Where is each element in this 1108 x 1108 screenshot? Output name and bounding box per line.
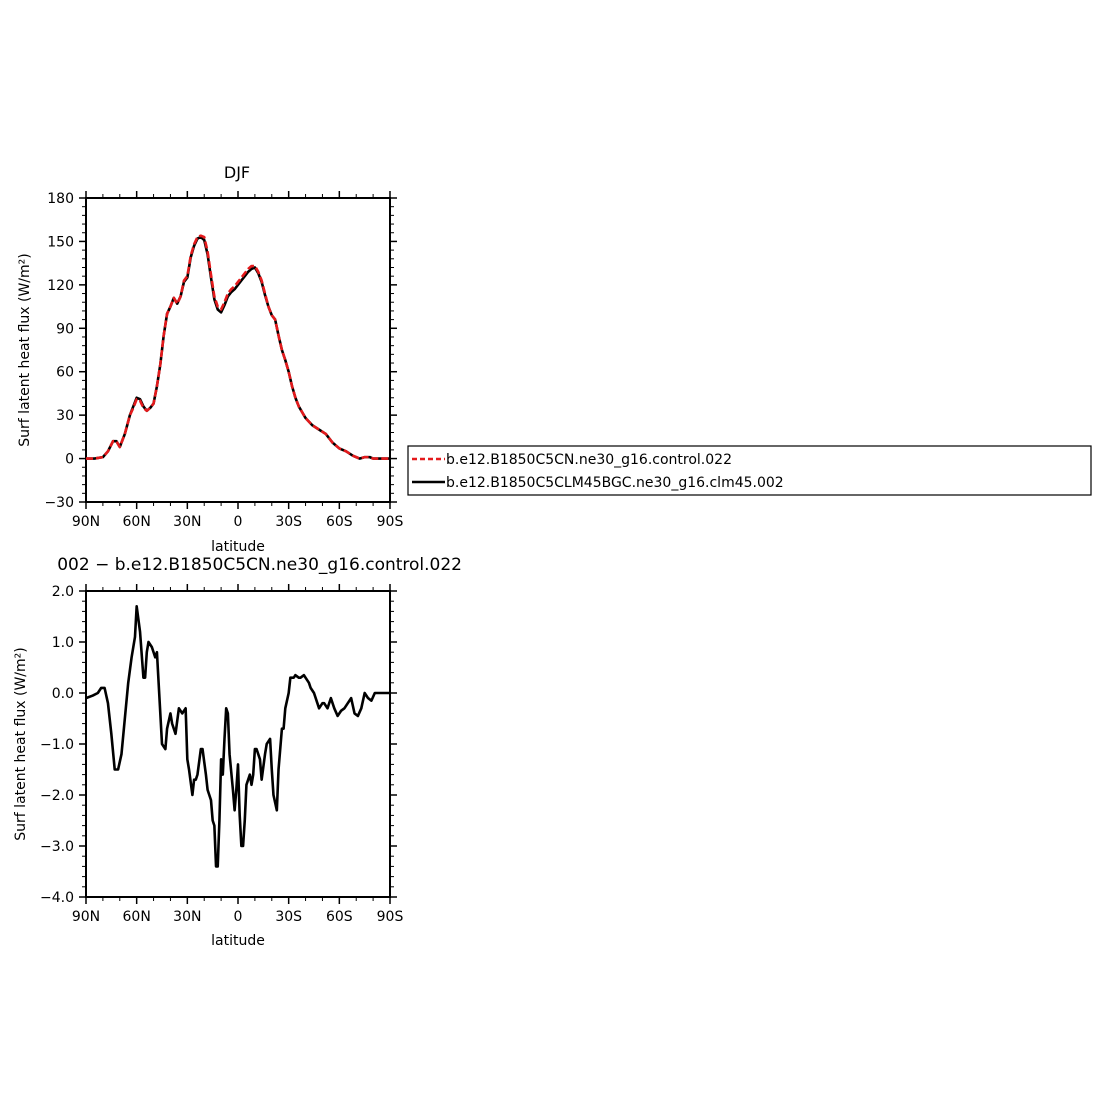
top-x-axis-label: latitude: [211, 539, 265, 555]
top-xtick-label-1: 60N: [123, 514, 151, 530]
top-y-tick-labels: −30 0 30 60 90 120 150 180: [44, 191, 74, 511]
top-series-lines: [86, 234, 390, 460]
legend: b.e12.B1850C5CN.ne30_g16.control.022 b.e…: [407, 445, 1092, 496]
bottom-xtick-label-2: 30N: [173, 909, 201, 925]
bottom-xtick-label-3: 0: [234, 909, 243, 925]
top-xtick-label-3: 0: [234, 514, 243, 530]
bottom-xtick-label-5: 60S: [326, 909, 353, 925]
bottom-ytick-label-1: −3.0: [40, 839, 74, 855]
top-ytick-label-5: 120: [47, 278, 74, 294]
top-ytick-label-1: 0: [65, 452, 74, 468]
top-tick-marks: [79, 191, 397, 509]
top-title: DJF: [224, 163, 250, 182]
bottom-xtick-label-4: 30S: [275, 909, 302, 925]
bottom-tick-marks: [79, 584, 397, 904]
bottom-ytick-label-5: 1.0: [52, 635, 74, 651]
top-ytick-label-4: 90: [56, 321, 74, 337]
bottom-xtick-label-6: 90S: [377, 909, 404, 925]
top-xtick-label-2: 30N: [173, 514, 201, 530]
bottom-series-line-0: [85, 604, 390, 868]
bottom-series-lines: [85, 604, 390, 868]
top-series-line-0: [86, 234, 390, 460]
top-xtick-label-5: 60S: [326, 514, 353, 530]
bottom-ytick-label-3: −1.0: [40, 737, 74, 753]
top-x-tick-labels: 90N 60N 30N 0 30S 60S 90S: [72, 514, 404, 530]
top-ytick-label-2: 30: [56, 408, 74, 424]
top-ytick-label-3: 60: [56, 365, 74, 381]
bottom-ytick-label-0: −4.0: [40, 890, 74, 906]
bottom-plot-frame: [85, 590, 391, 898]
top-ytick-label-0: −30: [44, 495, 74, 511]
bottom-ytick-label-4: 0.0: [52, 686, 74, 702]
top-panel: DJF 90N 60N 30N 0 30S 60S 90S −30 0 30 60 90 120 150…: [17, 163, 403, 555]
legend-label-control: b.e12.B1850C5CN.ne30_g16.control.022: [446, 452, 732, 468]
bottom-y-axis-label: Surf latent heat flux (W/m²): [13, 647, 29, 840]
top-y-axis-label: Surf latent heat flux (W/m²): [17, 253, 33, 446]
top-plot-frame: [85, 197, 391, 503]
top-xtick-label-4: 30S: [275, 514, 302, 530]
top-xtick-label-0: 90N: [72, 514, 100, 530]
bottom-xtick-label-0: 90N: [72, 909, 100, 925]
top-ytick-label-6: 150: [47, 234, 74, 250]
bottom-panel: 002 − b.e12.B1850C5CN.ne30_g16.control.0…: [13, 555, 462, 949]
bottom-y-tick-labels: −4.0 −3.0 −2.0 −1.0 0.0 1.0 2.0: [40, 584, 74, 906]
top-ytick-label-7: 180: [47, 191, 74, 207]
bottom-ytick-label-2: −2.0: [40, 788, 74, 804]
legend-box: [407, 445, 1092, 496]
bottom-xtick-label-1: 60N: [123, 909, 151, 925]
bottom-x-tick-labels: 90N 60N 30N 0 30S 60S 90S: [72, 909, 404, 925]
bottom-title: 002 − b.e12.B1850C5CN.ne30_g16.control.0…: [57, 555, 462, 575]
legend-label-clm45: b.e12.B1850C5CLM45BGC.ne30_g16.clm45.002: [446, 475, 784, 491]
bottom-x-axis-label: latitude: [211, 933, 265, 949]
top-series-line-1: [86, 235, 390, 460]
bottom-ytick-label-6: 2.0: [52, 584, 74, 600]
top-xtick-label-6: 90S: [377, 514, 404, 530]
